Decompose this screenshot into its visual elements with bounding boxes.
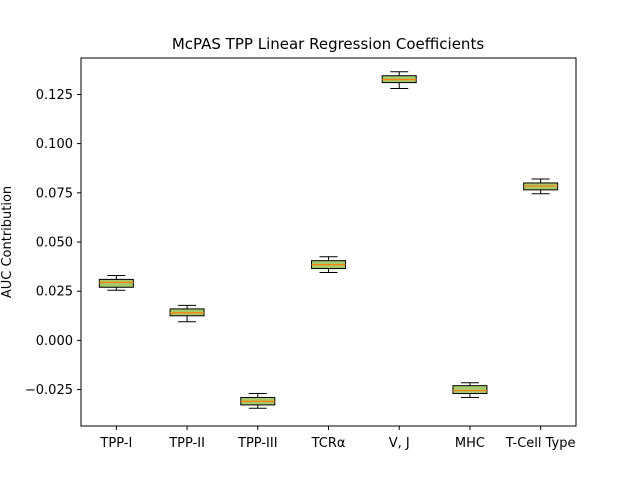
y-tick-label: 0.100 — [36, 137, 73, 152]
box-3 — [240, 393, 276, 409]
box-2 — [169, 304, 205, 323]
y-tick-label: 0.050 — [36, 236, 73, 251]
box-6 — [452, 382, 488, 398]
box-rect — [452, 385, 488, 395]
y-tick-label: 0.000 — [36, 334, 73, 349]
x-tick-label: MHC — [455, 436, 485, 451]
x-tick-label: TPP-II — [168, 436, 205, 451]
y-axis: −0.025 0.000 0.025 0.050 0.075 0.100 0.125 — [25, 88, 81, 398]
y-tick-label: 0.025 — [36, 285, 73, 300]
x-tick-label: T-Cell Type — [505, 436, 576, 451]
x-tick-label: TPP-I — [99, 436, 132, 451]
box-5 — [381, 71, 417, 90]
y-tick-label: 0.125 — [36, 88, 73, 103]
x-tick-label: TCRα — [311, 436, 346, 451]
x-tick-label: TPP-III — [237, 436, 278, 451]
x-tick-label: V, J — [389, 436, 410, 451]
plot-area — [80, 57, 577, 427]
x-axis: TPP-I TPP-II TPP-III TCRα V, J MHC T-Cell Type — [99, 426, 576, 451]
y-axis-label: AUC Contribution — [0, 186, 15, 298]
boxes — [98, 71, 559, 409]
y-tick-label: −0.025 — [25, 383, 73, 398]
chart-title: McPAS TPP Linear Regression Coefficients — [172, 35, 484, 53]
box-rect — [98, 278, 134, 288]
box-1 — [98, 274, 134, 291]
box-4 — [311, 256, 346, 274]
y-tick-label: 0.075 — [36, 186, 73, 201]
box-7 — [523, 178, 559, 195]
